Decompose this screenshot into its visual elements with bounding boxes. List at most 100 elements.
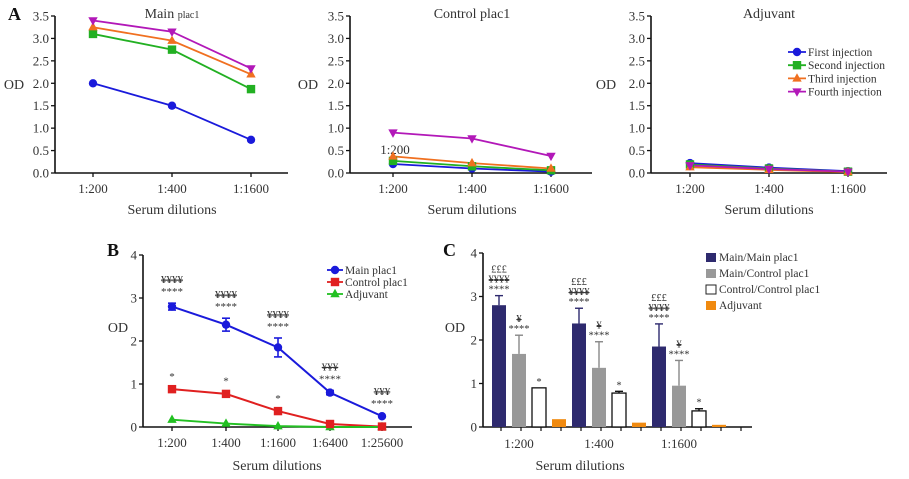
significance-label: ¥¥¥	[374, 386, 391, 398]
chart-B: 0 1 2 3 4 1:200 1:400 1:1600 1:6400 1:25600 Serum …	[108, 248, 412, 474]
significance-label: £££	[651, 293, 667, 304]
significance-label: ¥¥¥¥	[267, 309, 290, 321]
y-axis-label: OD	[445, 321, 465, 336]
data-point	[246, 135, 256, 145]
y-tick-label: 1.5	[629, 98, 645, 113]
data-point	[167, 28, 177, 37]
data-point	[88, 79, 98, 88]
significance-label: ****	[509, 324, 530, 335]
y-tick-label: 4	[131, 248, 138, 263]
significance-label: ¥	[596, 321, 602, 332]
y-tick-label: 0.5	[328, 143, 344, 158]
legend-swatch	[705, 284, 717, 295]
x-tick-label: 1:200	[504, 436, 534, 451]
y-tick-label: 2.5	[629, 53, 645, 68]
significance-label: *	[616, 380, 621, 391]
bar	[492, 305, 506, 427]
x-tick-label: 1:1600	[533, 181, 569, 196]
series-line-0	[92, 82, 252, 141]
bar	[572, 323, 586, 427]
data-point	[325, 388, 335, 397]
y-tick-label: 0	[131, 420, 138, 435]
legend-marker	[330, 265, 340, 275]
legend-item: Adjuvant	[706, 300, 763, 312]
bar	[512, 353, 526, 427]
legend-label: Control/Control plac1	[719, 284, 821, 296]
data-point	[764, 165, 774, 175]
legend-item: Main/Main plac1	[706, 252, 799, 264]
significance-label: *	[169, 371, 175, 383]
x-tick-label: 1:200	[78, 181, 108, 196]
data-point	[167, 414, 177, 423]
significance-label: ¥	[516, 314, 522, 325]
data-point	[167, 384, 177, 394]
y-axis-label: OD	[108, 321, 128, 336]
legend-label: Adjuvant	[345, 289, 389, 301]
x-tick-label: 1:400	[584, 436, 614, 451]
y-axis-label: OD	[298, 78, 318, 93]
data-point	[88, 22, 98, 31]
y-tick-label: 2.0	[33, 76, 49, 91]
chart-A3: 0.0 0.5 1.0 1.5 2.0 2.5 3.0 3.5 1:200 1:400 1:1600…	[596, 7, 887, 218]
y-tick-label: 2	[471, 333, 478, 348]
x-tick-label: 1:1600	[233, 181, 269, 196]
legend-label: Adjuvant	[719, 300, 763, 312]
x-tick-label: 1:400	[754, 181, 784, 196]
data-point	[467, 135, 477, 144]
x-axis-label: Serum dilutions	[535, 459, 624, 474]
y-tick-label: 3.5	[629, 9, 645, 24]
data-point	[273, 420, 283, 430]
data-point	[167, 35, 177, 44]
chart-annotation: 1:200	[380, 142, 410, 157]
significance-label: *	[275, 393, 281, 405]
significance-label: ¥¥¥¥	[215, 289, 238, 301]
y-axis-label: OD	[4, 78, 24, 93]
legend-item: Adjuvant	[327, 288, 389, 301]
y-axis-label: OD	[596, 78, 616, 93]
y-tick-label: 3.0	[629, 31, 645, 46]
legend-item: Third injection	[788, 73, 877, 85]
significance-label: *	[536, 377, 541, 388]
legend-item: Control/Control plac1	[705, 284, 821, 296]
legend-marker	[330, 277, 340, 287]
y-tick-label: 1	[471, 376, 478, 391]
data-point	[843, 168, 853, 177]
x-tick-label: 1:1600	[260, 435, 296, 450]
chart-A2: 0.0 0.5 1.0 1.5 2.0 2.5 3.0 3.5 1:200 1:400 1:1600…	[298, 7, 592, 218]
legend-item: Control plac1	[327, 277, 408, 289]
chart-title: Adjuvant	[743, 7, 795, 22]
x-tick-label: 1:200	[675, 181, 705, 196]
data-point	[221, 389, 231, 399]
legend-item: First injection	[788, 47, 872, 59]
legend-item: Second injection	[788, 60, 885, 72]
y-tick-label: 1.0	[328, 121, 344, 136]
significance-label: ¥¥¥¥	[161, 274, 184, 286]
legend-label: Main/Control plac1	[719, 268, 810, 280]
legend-swatch	[706, 301, 716, 310]
data-point	[167, 101, 177, 110]
significance-label: ****	[489, 285, 510, 296]
legend-marker	[792, 61, 802, 70]
chart-title-main: Main	[145, 7, 178, 22]
y-tick-label: 0.0	[328, 166, 344, 181]
y-tick-label: 0	[471, 420, 478, 435]
data-point	[221, 320, 231, 329]
significance-label: ****	[569, 297, 590, 308]
chart-A1: 0.0 0.5 1.0 1.5 2.0 2.5 3.0 3.5 1:200 1:400 1:1600…	[4, 7, 288, 218]
legend-label: Control plac1	[345, 277, 408, 289]
legend-label: Second injection	[808, 60, 885, 72]
x-axis-label: Serum dilutions	[427, 203, 516, 218]
significance-label: *	[696, 398, 701, 409]
data-point	[377, 422, 387, 431]
data-point	[246, 84, 256, 94]
legend-swatch	[706, 253, 716, 262]
data-point	[246, 65, 256, 74]
data-point	[221, 418, 231, 427]
legend-item: Fourth injection	[788, 87, 882, 99]
y-tick-label: 2.5	[33, 53, 49, 68]
legend-swatch	[706, 269, 716, 278]
y-tick-label: 1.5	[328, 98, 344, 113]
bar	[531, 387, 547, 428]
bar	[552, 419, 566, 427]
